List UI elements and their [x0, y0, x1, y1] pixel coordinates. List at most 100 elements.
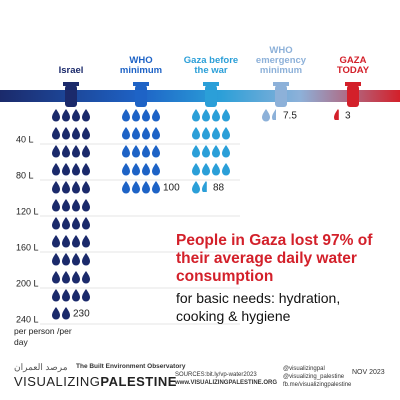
drop: [62, 199, 70, 212]
drop: [202, 145, 210, 158]
drop: [192, 109, 200, 122]
drop: [62, 145, 70, 158]
drop: [72, 235, 80, 248]
faucet: [275, 85, 287, 107]
drop: [72, 289, 80, 302]
y-tick-label: 160 L: [16, 242, 39, 252]
drop: [72, 163, 80, 176]
drop: [222, 145, 230, 158]
drop: [132, 145, 140, 158]
drop: [72, 217, 80, 230]
drop: [72, 109, 80, 122]
drops: [122, 109, 160, 194]
value-label: 230: [73, 309, 90, 320]
subtitle: for basic needs: hydration, cooking & hy…: [176, 290, 341, 324]
drop: [222, 163, 230, 176]
drop: [62, 289, 70, 302]
faucet: [205, 85, 217, 107]
date: NOV 2023: [352, 369, 385, 376]
drop: [262, 109, 270, 122]
brand: VISUALIZINGPALESTINE: [14, 374, 177, 389]
category-label: WHO emergency minimum: [255, 45, 307, 76]
drop: [62, 253, 70, 266]
drop: [72, 181, 80, 194]
drop: [52, 235, 60, 248]
faucet-handle: [203, 82, 219, 86]
drop: [132, 181, 140, 194]
social: @visualizing_palestine: [283, 374, 345, 380]
drop: [212, 109, 220, 122]
drop: [82, 163, 90, 176]
drop: [52, 271, 60, 284]
drop: [192, 181, 200, 194]
drop: [62, 163, 70, 176]
drop: [82, 109, 90, 122]
sources: SOURCES:bit.ly/vp-water2023: [175, 372, 257, 378]
drop: [142, 109, 150, 122]
brand-b: PALESTINE: [100, 374, 177, 389]
drop: [212, 145, 220, 158]
drop: [52, 289, 60, 302]
drop: [52, 253, 60, 266]
drop: [132, 127, 140, 140]
drop: [152, 127, 160, 140]
drop: [272, 109, 276, 120]
social: fb.me/visualizingpalestine: [283, 382, 352, 388]
y-tick-label: 40 L: [16, 134, 34, 144]
drop: [152, 109, 160, 122]
org: The Built Environment Observatory: [76, 363, 186, 370]
category-label: Israel: [58, 65, 84, 76]
faucet: [65, 85, 77, 107]
category-label: Gaza before the war: [183, 55, 239, 76]
drops: [52, 109, 90, 320]
drops: [334, 109, 339, 120]
drop: [122, 181, 130, 194]
drop: [62, 109, 70, 122]
drop: [222, 109, 230, 122]
value-label: 88: [213, 183, 225, 194]
drop: [52, 307, 60, 320]
drop: [82, 217, 90, 230]
faucet-handle: [345, 82, 361, 86]
social: @visualizingpal: [283, 366, 325, 372]
value-label: 3: [345, 111, 351, 122]
drop: [132, 163, 140, 176]
brand-a: VISUALIZING: [14, 374, 101, 389]
drops: [262, 109, 276, 122]
drop: [82, 127, 90, 140]
category-label: WHO minimum: [119, 55, 163, 76]
drop: [152, 181, 160, 194]
drop: [122, 109, 130, 122]
org-arabic: مرصد العمران: [14, 362, 68, 372]
drop: [132, 109, 140, 122]
value-label: 100: [163, 183, 180, 194]
drop: [192, 163, 200, 176]
drop: [52, 163, 60, 176]
drop: [122, 127, 130, 140]
faucet: [347, 85, 359, 107]
title: People in Gaza lost 97% of their average…: [176, 232, 373, 285]
y-tick-label: 240 L: [16, 314, 39, 324]
drop: [52, 127, 60, 140]
drop: [202, 127, 210, 140]
drop: [62, 217, 70, 230]
drop: [152, 163, 160, 176]
drop: [62, 127, 70, 140]
drop: [72, 145, 80, 158]
drop: [62, 271, 70, 284]
drop: [52, 145, 60, 158]
drop: [202, 181, 207, 192]
drop: [72, 271, 80, 284]
faucet-handle: [133, 82, 149, 86]
drop: [52, 199, 60, 212]
drop: [62, 235, 70, 248]
drop: [72, 127, 80, 140]
faucet: [135, 85, 147, 107]
value-label: 7.5: [283, 111, 297, 122]
drop: [202, 109, 210, 122]
drop: [62, 181, 70, 194]
drop: [142, 163, 150, 176]
drop: [192, 127, 200, 140]
